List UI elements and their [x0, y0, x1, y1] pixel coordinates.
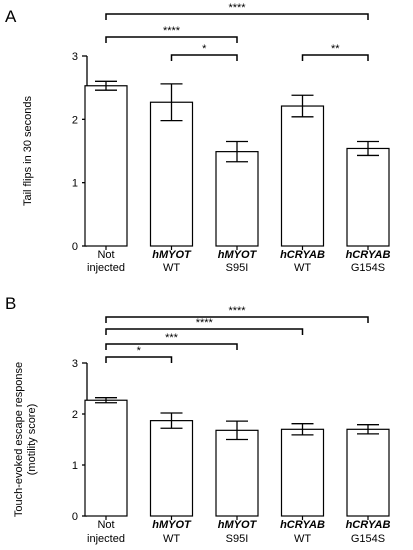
significance-label: **** [163, 25, 181, 37]
y-axis-label-units: (motility score) [26, 404, 38, 476]
bar [149, 420, 194, 517]
significance-label: *** [165, 332, 179, 344]
y-tick-label: 2 [72, 409, 78, 421]
x-tick-label-line2: S95I [226, 262, 249, 274]
bar [215, 429, 259, 517]
significance-bracket [105, 13, 369, 20]
bar [346, 147, 390, 247]
y-tick-label: 2 [72, 114, 78, 126]
chart-panel-b: B 0 1 2 3 Touch-evoked escape response (motili… [5, 294, 390, 545]
significance-bracket [105, 343, 238, 350]
significance-bracket [105, 316, 369, 323]
bar [84, 85, 128, 247]
bar [215, 151, 259, 247]
significance-label: **** [228, 305, 246, 317]
significance-bracket [105, 36, 238, 43]
x-tick-label-line2: G154S [351, 533, 385, 545]
bar [84, 399, 128, 517]
x-tick-label-line2: WT [294, 262, 311, 274]
significance-label: ** [331, 43, 340, 55]
y-axis-label: Tail flips in 30 seconds [22, 95, 34, 206]
bar [149, 101, 194, 247]
x-tick-label: hCRYAB [280, 519, 325, 531]
x-tick-label: Not [97, 519, 114, 531]
y-tick-label: 1 [72, 178, 78, 190]
x-tick-label-line2: WT [163, 262, 180, 274]
x-tick-label-line2: WT [294, 533, 311, 545]
chart-panel-a: A 0 1 2 3 Tail flips in 30 seconds Notinjected… [5, 2, 390, 274]
x-tick-label: Not [97, 249, 114, 261]
significance-bracket [105, 328, 304, 335]
panel-label: B [5, 294, 16, 313]
x-tick-label: hCRYAB [280, 249, 325, 261]
significance-label: **** [228, 2, 246, 14]
significance-label: * [137, 345, 142, 357]
significance-bracket [105, 356, 173, 363]
y-tick-label: 1 [72, 460, 78, 472]
x-tick-label-line2: WT [163, 533, 180, 545]
x-tick-label: hCRYAB [346, 519, 391, 531]
x-tick-label-line2: S95I [226, 533, 249, 545]
bar [280, 105, 325, 247]
significance-label: **** [196, 317, 214, 329]
bar [280, 428, 325, 517]
significance-bracket [301, 54, 369, 61]
y-tick-label: 0 [72, 511, 78, 523]
panel-label: A [5, 7, 17, 26]
x-tick-label: hMYOT [152, 519, 192, 531]
x-tick-label: hMYOT [218, 519, 258, 531]
x-tick-label: hCRYAB [346, 249, 391, 261]
x-tick-label-line2: injected [87, 262, 125, 274]
y-tick-label: 3 [72, 51, 78, 63]
y-axis-label: Touch-evoked escape response [13, 362, 25, 517]
x-tick-label: hMYOT [218, 249, 258, 261]
bar [346, 428, 390, 517]
significance-bracket [170, 54, 238, 61]
significance-label: * [202, 43, 207, 55]
x-tick-label-line2: G154S [351, 262, 385, 274]
x-tick-label: hMYOT [152, 249, 192, 261]
x-tick-label-line2: injected [87, 533, 125, 545]
y-tick-label: 0 [72, 241, 78, 253]
y-tick-label: 3 [72, 358, 78, 370]
